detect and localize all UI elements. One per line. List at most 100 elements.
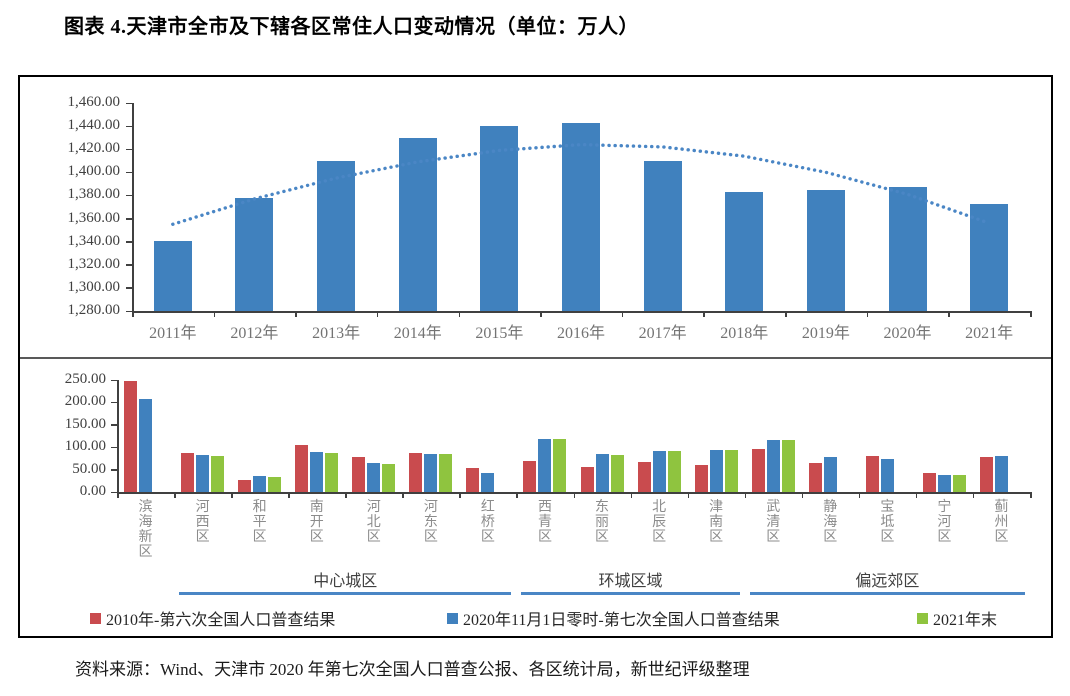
y-axis-tick [126,310,132,312]
x-axis-tick [213,311,216,317]
district-bar-滨海新区-s1 [139,399,153,492]
y-axis-line [117,380,119,492]
district-bar-西青区-s0 [523,461,537,492]
population-bar-2019年 [806,189,845,311]
panel-divider [20,357,1051,359]
x-axis-tick [915,492,918,498]
district-label-河西区: 河 西 区 [195,500,210,545]
district-bar-河西区-s1 [196,455,210,492]
y-axis-tick [111,379,117,381]
x-axis-tick [1030,311,1032,317]
x-axis-tick [1030,492,1032,498]
year-label: 2016年 [556,325,605,342]
x-axis-tick [621,311,624,317]
population-bar-2021年 [970,203,1009,311]
x-axis-tick [174,492,176,498]
year-label: 2018年 [720,325,769,342]
district-bar-静海区-s1 [823,456,837,492]
x-axis-tick [295,311,297,317]
district-label-宝坻区: 宝 坻 区 [880,500,895,545]
district-bar-河北区-s1 [367,463,381,492]
x-axis-tick [687,492,690,498]
source-note: 资料来源：Wind、天津市 2020 年第七次全国人口普查公报、各区统计局，新世… [75,660,750,679]
population-bar-2011年 [153,240,192,311]
y-axis-tick-label: 50.00 [72,460,106,477]
district-label-滨海新区: 滨 海 新 区 [138,500,153,560]
district-bar-北辰区-s2 [667,451,681,492]
y-axis-tick-label: 200.00 [64,393,106,410]
district-label-蓟州区: 蓟 州 区 [994,500,1009,545]
district-bar-宁河区-s2 [952,475,966,492]
y-axis-tick-label: 1,380.00 [67,186,121,203]
district-bar-宁河区-s1 [937,474,951,492]
y-axis-tick-label: 150.00 [64,415,106,432]
district-bar-蓟州区-s0 [979,456,993,492]
district-bar-滨海新区-s0 [124,380,138,492]
district-bar-河东区-s0 [409,453,423,492]
y-axis-tick [126,264,132,266]
population-bar-2020年 [888,187,927,311]
year-label: 2015年 [475,325,524,342]
district-bar-津南区-s0 [694,465,708,492]
district-bar-蓟州区-s1 [994,455,1008,492]
district-bar-河北区-s0 [352,456,366,492]
year-label: 2021年 [965,325,1014,342]
y-axis-tick-label: 1,300.00 [67,278,121,295]
x-axis-tick [573,492,575,498]
y-axis-tick-label: 1,360.00 [67,209,121,226]
region-group-label: 偏远郊区 [855,573,920,590]
x-axis-tick [744,492,747,498]
y-axis-tick-label: 1,420.00 [67,140,121,157]
x-axis-tick [948,311,950,317]
x-axis-tick [785,311,787,317]
x-axis-tick [117,492,119,498]
district-label-红桥区: 红 桥 区 [480,500,495,545]
x-axis-line [132,311,1030,313]
district-bar-宁河区-s0 [922,473,936,492]
district-bar-红桥区-s0 [466,468,480,492]
district-bar-河西区-s2 [211,455,225,492]
y-axis-tick-label: 0.00 [79,483,106,499]
district-bar-南开区-s1 [310,452,324,492]
district-label-东丽区: 东 丽 区 [595,500,610,545]
district-bar-和平区-s1 [253,476,267,492]
y-axis-tick-label: 1,280.00 [67,302,121,318]
district-bar-津南区-s2 [724,450,738,492]
district-bar-西青区-s1 [538,438,552,492]
x-axis-tick [972,492,975,498]
x-axis-tick [703,311,705,317]
year-label: 2017年 [638,325,687,342]
region-group-underline [179,592,512,595]
district-bar-武清区-s1 [766,440,780,492]
x-axis-tick [858,492,861,498]
district-label-静海区: 静 海 区 [823,500,838,545]
bottom-chart-panel: 250.00 200.00 150.00 100.00 50.00 0.00 滨 海 新 区… [20,359,1051,636]
year-label: 2013年 [312,325,361,342]
x-axis-tick [132,311,134,317]
legend-item: 2010年-第六次全国人口普查结果 [90,606,335,630]
district-bar-西青区-s2 [553,438,567,492]
population-bar-2014年 [398,137,437,311]
district-bar-静海区-s0 [808,463,822,492]
population-bar-2015年 [480,126,519,311]
population-bar-2016年 [562,122,600,311]
y-axis-tick-label: 1,400.00 [67,163,121,180]
district-label-西青区: 西 青 区 [537,500,552,545]
region-group-underline [521,592,740,595]
district-bar-和平区-s0 [238,479,252,492]
y-axis-tick [126,125,132,128]
district-bar-河东区-s1 [424,453,438,492]
y-axis-tick-label: 1,340.00 [67,232,121,249]
chart-frame: 1,460.00 1,440.00 1,420.00 1,400.00 1,380.00… [18,75,1053,638]
y-axis-tick [111,446,117,449]
y-axis-tick [111,491,117,493]
population-bar-2018年 [725,191,764,311]
year-label: 2012年 [230,325,279,342]
y-axis-tick [126,194,132,197]
district-bar-东丽区-s2 [610,454,624,492]
district-label-津南区: 津 南 区 [709,500,724,545]
x-axis-tick [288,492,290,498]
year-label: 2011年 [149,325,197,342]
district-bar-宝坻区-s1 [880,459,894,492]
population-bar-2012年 [235,197,274,311]
